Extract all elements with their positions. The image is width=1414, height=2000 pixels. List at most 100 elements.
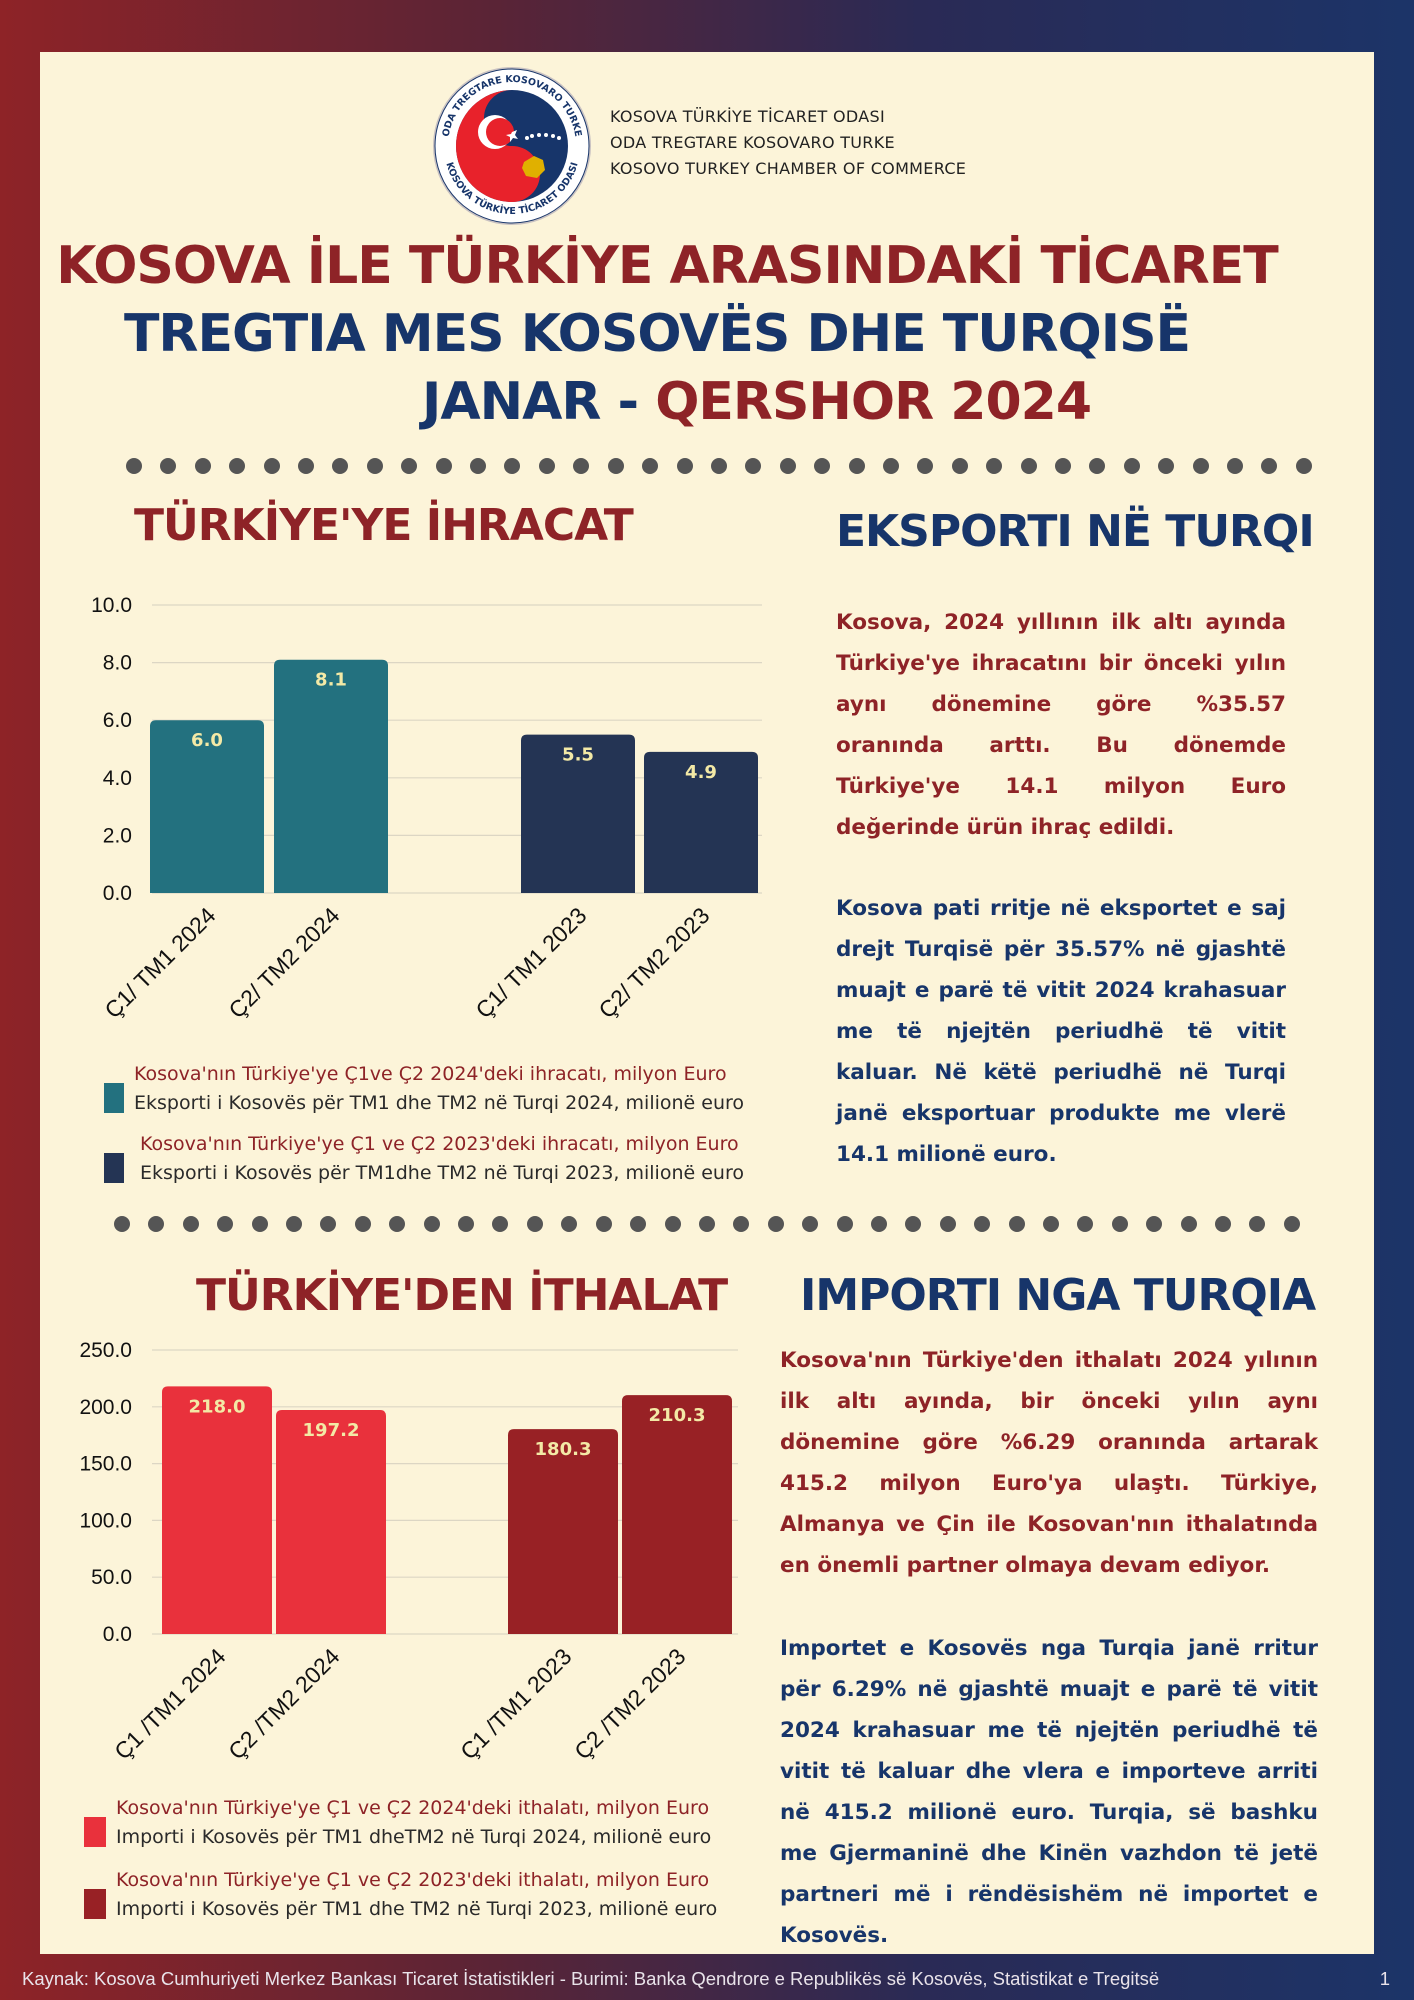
divider-dot [1054, 458, 1071, 474]
y-tick-label: 0.0 [103, 1623, 132, 1646]
divider-dot [561, 1216, 578, 1232]
divider-dot [263, 458, 280, 474]
y-tick-label: 100.0 [79, 1509, 132, 1532]
import-legend-2023: Kosova'nın Türkiye'ye Ç1 ve Ç2 2023'deki… [84, 1866, 717, 1924]
legend-swatch-red [84, 1817, 106, 1847]
divider-dot [607, 458, 624, 474]
org-name-en: KOSOVO TURKEY CHAMBER OF COMMERCE [610, 159, 967, 178]
org-name-sq: ODA TREGTARE KOSOVARO TURKE [610, 133, 895, 152]
period-month-start: JANAR - [422, 372, 656, 432]
bar-value-label: 8.1 [315, 670, 347, 691]
export-text-sq: Kosova pati rritje në eksportet e saj dr… [836, 896, 1286, 1167]
divider-dot [320, 1216, 337, 1232]
legend-line-sq: Eksporti i Kosovës për TM1dhe TM2 në Tur… [140, 1162, 744, 1184]
bar-value-label: 6.0 [191, 730, 223, 751]
divider-dot [492, 1216, 509, 1232]
x-category-label: Ç1/ TM1 2024 [99, 902, 220, 1023]
y-tick-label: 200.0 [79, 1396, 132, 1419]
y-tick-label: 6.0 [103, 709, 132, 732]
legend-line-tr: Kosova'nın Türkiye'ye Ç1ve Ç2 2024'deki … [134, 1063, 727, 1085]
divider-dot [1283, 1216, 1300, 1232]
export-legend-2023: Kosova'nın Türkiye'ye Ç1 ve Ç2 2023'deki… [104, 1130, 744, 1188]
divider-dot [595, 1216, 612, 1232]
bar [521, 734, 635, 893]
divider-dot [1158, 458, 1175, 474]
divider-dot [1008, 1216, 1025, 1232]
divider-dot [366, 458, 383, 474]
period-title: JANAR - QERSHOR 2024 [422, 372, 1092, 432]
divider-dot [986, 458, 1003, 474]
bar-value-label: 218.0 [189, 1396, 246, 1417]
bar-value-label: 197.2 [303, 1420, 360, 1441]
import-title-sq: IMPORTI NGA TURQIA [800, 1270, 1316, 1321]
import-chart: 0.0 50.0 100.0 150.0 200.0 250.0 218.0 Ç1 /TM1 … [60, 1330, 780, 1790]
org-name-tr: KOSOVA TÜRKİYE TİCARET ODASI [610, 107, 885, 126]
export-title-sq: EKSPORTI NË TURQI [836, 506, 1315, 557]
divider-dot [814, 458, 831, 474]
divider-dot [870, 1216, 887, 1232]
bar-value-label: 4.9 [685, 762, 717, 783]
legend-line-sq: Importi i Kosovës për TM1 dheTM2 në Turq… [116, 1826, 712, 1848]
divider-dot [1261, 458, 1278, 474]
divider-dot [905, 1216, 922, 1232]
divider-dot [1180, 1216, 1197, 1232]
legend-swatch-dark-red [84, 1889, 106, 1919]
legend-swatch-teal [104, 1083, 124, 1113]
legend-line-tr: Kosova'nın Türkiye'ye Ç1 ve Ç2 2023'deki… [140, 1133, 739, 1155]
legend-line-tr: Kosova'nın Türkiye'ye Ç1 ve Ç2 2024'deki… [116, 1797, 710, 1819]
divider-dot [148, 1216, 165, 1232]
footer: Kaynak: Kosova Cumhuriyeti Merkez Bankas… [0, 1960, 1414, 2000]
divider-dot [194, 458, 211, 474]
divider-dot [286, 1216, 303, 1232]
divider-dot [951, 458, 968, 474]
x-category-label: Ç1 /TM1 2023 [455, 1643, 576, 1764]
divider-dot [160, 458, 177, 474]
divider-dot [1146, 1216, 1163, 1232]
divider-dot [1123, 458, 1140, 474]
divider-dot [182, 1216, 199, 1232]
divider-dot [573, 458, 590, 474]
legend-line-sq: Importi i Kosovës për TM1 dhe TM2 në Tur… [116, 1898, 718, 1920]
bar [274, 659, 388, 893]
import-title-tr: TÜRKİYE'DEN İTHALAT [196, 1270, 728, 1321]
import-bar-chart: 0.0 50.0 100.0 150.0 200.0 250.0 218.0 Ç1 /TM1 … [79, 1339, 738, 1765]
divider-dot [251, 1216, 268, 1232]
divider-dot [332, 458, 349, 474]
divider-dot [401, 458, 418, 474]
legend-line-sq: Eksporti i Kosovës për TM1 dhe TM2 në Tu… [134, 1092, 745, 1114]
divider-dot [836, 1216, 853, 1232]
divider-dot [1295, 458, 1312, 474]
divider-dot [526, 1216, 543, 1232]
divider-dot [217, 1216, 234, 1232]
y-tick-label: 50.0 [91, 1566, 132, 1589]
divider-dot [458, 1216, 475, 1232]
title-turkish: KOSOVA İLE TÜRKİYE ARASINDAKİ TİCARET [56, 236, 1279, 296]
legend-swatch-navy [104, 1153, 124, 1183]
divider-dot [1077, 1216, 1094, 1232]
dotted-divider-middle [114, 1216, 1300, 1232]
export-legend-2024: Kosova'nın Türkiye'ye Ç1ve Ç2 2024'deki … [104, 1060, 744, 1118]
divider-dot [642, 458, 659, 474]
divider-dot [710, 458, 727, 474]
bar [162, 1386, 272, 1634]
x-category-label: Ç1 /TM1 2024 [109, 1643, 231, 1765]
x-category-label: Ç2/ TM2 2024 [223, 902, 344, 1023]
export-bar-chart: 0.0 2.0 4.0 6.0 8.0 10.0 6.0 Ç1/ TM1 2024 8.1 Ç2/… [91, 594, 762, 1023]
divider-dot [745, 458, 762, 474]
y-tick-label: 4.0 [103, 767, 132, 790]
divider-dot [698, 1216, 715, 1232]
import-legend-2024: Kosova'nın Türkiye'ye Ç1 ve Ç2 2024'deki… [84, 1794, 711, 1852]
divider-dot [389, 1216, 406, 1232]
export-text-tr: Kosova, 2024 yıllının ilk altı ayında Tü… [836, 610, 1286, 840]
x-category-label: Ç2 /TM2 2023 [569, 1643, 690, 1764]
y-tick-label: 150.0 [79, 1453, 132, 1476]
divider-dot [974, 1216, 991, 1232]
import-text-sq: Importet e Kosovës nga Turqia janë rritu… [780, 1636, 1318, 1948]
divider-dot [630, 1216, 647, 1232]
y-tick-label: 8.0 [103, 652, 132, 675]
page-background [40, 52, 1374, 1954]
divider-dot [939, 1216, 956, 1232]
y-tick-label: 0.0 [103, 882, 132, 905]
x-category-label: Ç1/ TM1 2023 [470, 902, 591, 1023]
divider-dot [538, 458, 555, 474]
